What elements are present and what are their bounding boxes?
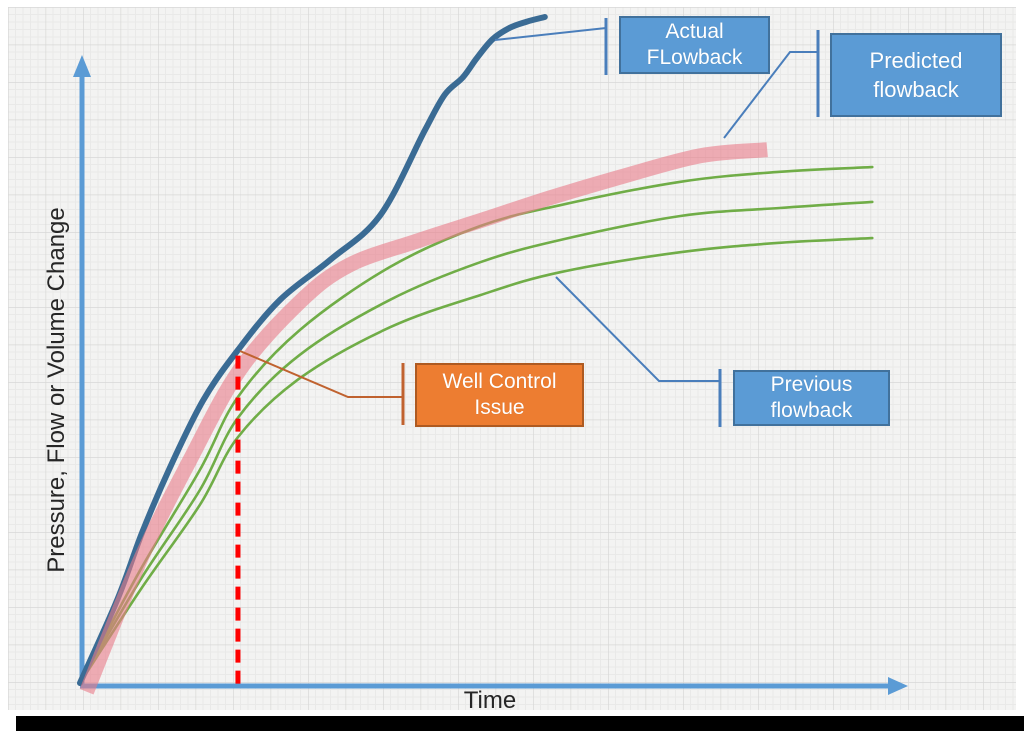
y-axis-arrowhead [73, 55, 91, 77]
actual-flowback-label-line2: FLowback [646, 46, 743, 69]
predicted-flowback-label-box: Predicted flowback [830, 33, 1002, 117]
predicted-flowback-label-line2: flowback [873, 77, 959, 102]
series-predicted-flowback [79, 142, 768, 695]
y-axis [73, 55, 91, 686]
series-layer [77, 14, 874, 695]
well-control-issue-label-line2: Issue [474, 396, 525, 419]
x-axis [80, 677, 908, 695]
series-previous-flowback-3 [78, 236, 874, 685]
bottom-black-bar [16, 716, 1024, 731]
actual-flowback-label-line1: Actual [665, 20, 724, 43]
well-control-issue-label-line1: Well Control [442, 370, 557, 393]
well_control_issue-leader-line [239, 350, 403, 398]
previous_flowback-leader-line [555, 276, 720, 382]
y-axis-title: Pressure, Flow or Volume Change [43, 207, 70, 573]
previous-flowback-label-line2: flowback [770, 399, 853, 422]
well-control-issue-label-box: Well Control Issue [415, 363, 584, 427]
actual_flowback-leader-line [494, 27, 607, 41]
grid-background [8, 7, 1016, 710]
x-axis-title: Time [463, 687, 517, 714]
series-actual-flowback [77, 14, 548, 686]
callout-leader-layer [239, 18, 820, 427]
x-axis-arrowhead [888, 677, 908, 695]
predicted-flowback-label-line1: Predicted [869, 48, 963, 73]
previous-flowback-label-line1: Previous [770, 373, 853, 396]
previous-flowback-label-box: Previous flowback [733, 370, 890, 426]
actual-flowback-label-box: Actual FLowback [619, 16, 770, 74]
series-previous-flowback-2 [78, 200, 874, 685]
series-previous-flowback-1 [78, 165, 874, 685]
predicted_flowback-leader-line [723, 51, 818, 139]
